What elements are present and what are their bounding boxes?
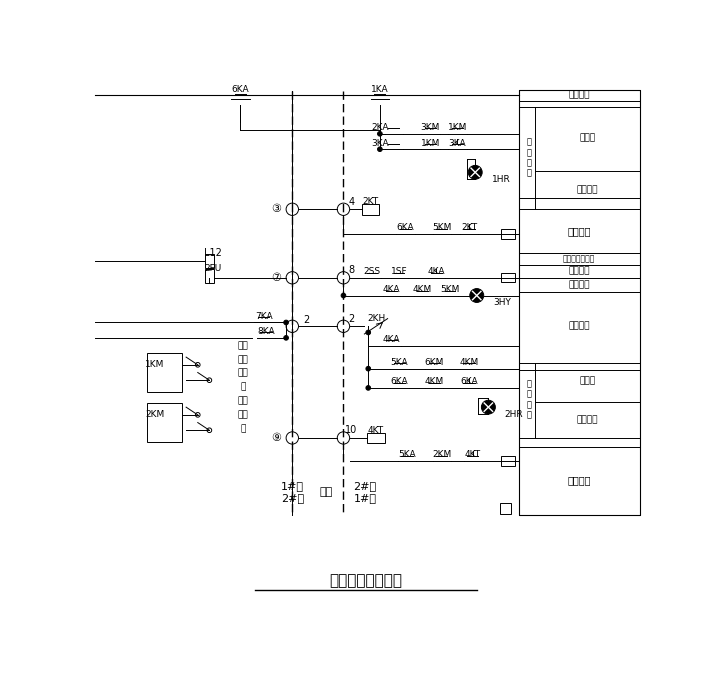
Circle shape [468,165,482,179]
Text: 2: 2 [348,313,354,324]
Bar [501,229,515,239]
Text: 4: 4 [348,197,354,207]
Text: 1KM: 1KM [421,138,440,147]
Text: ⑦: ⑦ [271,273,281,283]
Text: 6KA: 6KA [391,377,408,386]
Text: 7KA: 7KA [255,312,273,321]
Text: L12: L12 [204,248,222,258]
Text: 全
压
运
行: 全 压 运 行 [526,138,531,178]
Text: 2KT: 2KT [363,197,378,206]
Bar [368,433,385,443]
Text: 6KA: 6KA [231,84,249,94]
Text: 自动控制: 自动控制 [568,322,590,331]
Circle shape [366,366,371,371]
Text: 4KA: 4KA [428,267,446,276]
Text: 2KM: 2KM [432,450,451,459]
Text: 1HR: 1HR [491,174,511,184]
Text: 2FU: 2FU [205,264,222,273]
Text: 10: 10 [345,425,357,436]
Text: 2KH: 2KH [367,314,385,323]
Text: 备用自投: 备用自投 [568,475,590,485]
Text: 5KA: 5KA [391,358,408,367]
Text: 4KA: 4KA [383,335,401,344]
Text: 遥测: 遥测 [237,355,248,364]
Text: 2KA: 2KA [371,123,388,132]
Text: 开关: 开关 [237,396,248,406]
Text: 4KM: 4KM [459,358,478,367]
Text: 1KM: 1KM [448,123,467,132]
Text: 2#用
1#备: 2#用 1#备 [353,481,377,503]
Text: 2KM: 2KM [146,410,165,419]
Text: ⑨: ⑨ [271,433,281,443]
Text: 1#用
2#备: 1#用 2#备 [281,481,304,503]
Text: 3HY: 3HY [493,298,511,307]
Text: 手动: 手动 [319,487,332,497]
Circle shape [366,330,371,335]
Text: 控制电源及保护: 控制电源及保护 [563,254,595,263]
Circle shape [378,147,382,151]
Text: 6KA: 6KA [397,223,414,232]
Text: 3KA: 3KA [371,138,388,147]
Text: 路参: 路参 [237,369,248,378]
Text: 接触器: 接触器 [579,376,595,385]
Text: 手动控制: 手动控制 [568,267,590,276]
Circle shape [341,293,346,298]
Bar [205,254,214,268]
Bar [518,90,640,515]
Bar [500,503,511,514]
Text: 柜: 柜 [240,424,246,433]
Text: 8KA: 8KA [257,327,275,336]
Bar [501,273,515,283]
Text: 运行指示: 运行指示 [576,415,598,424]
Text: 1SF: 1SF [391,267,408,276]
Text: 接触器: 接触器 [579,133,595,142]
Text: 4KM: 4KM [413,285,432,294]
Circle shape [470,288,483,302]
Text: 遥控: 遥控 [237,341,248,350]
Text: 全
压
运
行: 全 压 运 行 [526,379,531,419]
Text: 5KA: 5KA [398,450,416,459]
Text: 故障指示: 故障指示 [568,280,590,289]
Circle shape [481,400,496,414]
Text: 4KT: 4KT [368,426,384,435]
Text: 2KT: 2KT [461,223,477,232]
Bar [147,353,182,392]
Text: 2HR: 2HR [505,410,523,419]
Text: ③: ③ [271,205,281,214]
Text: 2: 2 [303,315,309,325]
Text: 运行指示: 运行指示 [576,186,598,195]
Circle shape [366,385,371,390]
Text: 5KM: 5KM [432,223,451,232]
Text: 令: 令 [240,383,246,392]
Text: 4KM: 4KM [425,377,443,386]
Text: 自动控制: 自动控制 [568,91,590,100]
Text: 1KA: 1KA [371,84,388,94]
Circle shape [378,131,382,136]
Text: 2SS: 2SS [363,267,381,276]
Text: 3KM: 3KM [421,123,440,132]
Text: 4KT: 4KT [465,450,481,459]
Text: 稳压泵二次原理图: 稳压泵二次原理图 [329,573,403,588]
Bar [362,204,379,215]
Text: 1KM: 1KM [146,360,165,369]
Circle shape [283,320,288,325]
Text: 3KA: 3KA [448,138,466,147]
Text: 8: 8 [348,265,354,275]
Text: 4KA: 4KA [383,285,401,294]
Circle shape [283,336,288,340]
Text: 控制: 控制 [237,410,248,419]
Bar [205,269,214,283]
Bar [501,456,515,466]
Bar [147,403,182,442]
Text: 6KM: 6KM [424,358,444,367]
Text: 备用自投: 备用自投 [568,226,590,236]
Text: 5KM: 5KM [440,285,459,294]
Text: 6KA: 6KA [461,377,478,386]
